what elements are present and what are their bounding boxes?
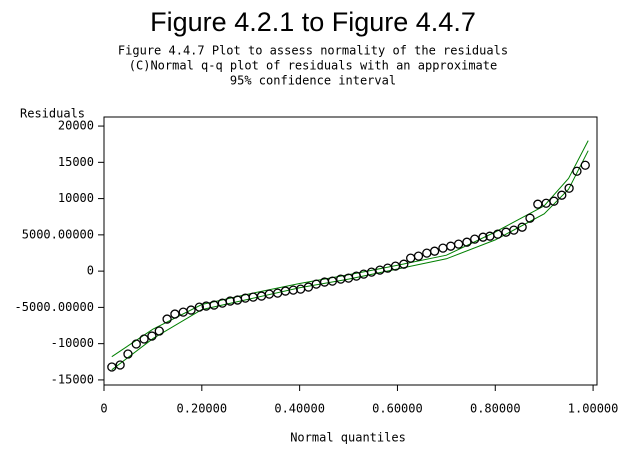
residual-point — [446, 241, 456, 251]
residual-point — [390, 261, 401, 271]
residual-point — [170, 309, 180, 319]
residual-point — [557, 190, 567, 200]
residual-point — [462, 237, 472, 247]
residual-point — [131, 339, 141, 349]
x-tick-label: 0.40000 — [274, 402, 325, 416]
residual-point — [470, 234, 480, 244]
residual-point — [240, 293, 250, 303]
y-tick-label: -10000 — [51, 336, 94, 350]
residual-point — [162, 314, 172, 324]
x-tick-label: 0.60000 — [372, 402, 423, 416]
residual-point — [154, 326, 164, 336]
residual-point — [413, 251, 424, 261]
residual-point — [399, 259, 409, 269]
confidence-curve — [111, 150, 589, 371]
residual-point — [533, 199, 543, 209]
residual-point — [509, 225, 519, 235]
residual-point — [147, 331, 157, 341]
y-tick-label: 20000 — [58, 119, 94, 133]
residual-point — [366, 267, 377, 277]
x-tick-label: 1.00000 — [568, 402, 619, 416]
y-tick-label: -5000.00000 — [15, 300, 94, 314]
residual-point — [429, 246, 440, 256]
residual-point — [422, 248, 432, 258]
y-tick-label: 10000 — [58, 191, 94, 205]
residual-point — [453, 239, 464, 249]
subtitle: (C)Normal q-q plot of residuals with an … — [129, 59, 497, 73]
residual-point — [359, 269, 369, 279]
plot-frame — [103, 116, 598, 386]
residual-point — [564, 183, 574, 193]
residual-point — [209, 300, 219, 310]
residual-point — [478, 232, 488, 242]
residual-point — [107, 362, 117, 372]
chart-title: Figure 4.2.1 to Figure 4.4.7 — [150, 7, 476, 37]
residual-point — [517, 222, 527, 232]
y-tick-label: 0 — [87, 264, 94, 278]
confidence-curve — [111, 140, 589, 358]
residual-point — [493, 229, 503, 239]
y-tick-label: 15000 — [58, 155, 94, 169]
y-axis-label: Residuals — [20, 107, 85, 121]
subtitle: Figure 4.4.7 Plot to assess normality of… — [118, 44, 508, 58]
residual-point — [123, 349, 133, 359]
residual-point — [580, 160, 590, 170]
x-tick-label: 0 — [100, 402, 107, 416]
residual-point — [327, 276, 338, 286]
x-tick-label: 0.80000 — [470, 402, 521, 416]
residual-point — [186, 305, 196, 315]
residual-point — [406, 253, 416, 263]
residual-point — [525, 213, 535, 223]
residual-point — [572, 166, 582, 176]
x-axis-label: Normal quantiles — [290, 431, 406, 445]
residual-point — [549, 196, 559, 206]
residual-point — [438, 243, 448, 253]
x-tick-label: 0.20000 — [177, 402, 228, 416]
subtitle: 95% confidence interval — [230, 74, 396, 88]
y-tick-label: -15000 — [51, 372, 94, 386]
residual-point — [303, 282, 314, 292]
residual-point — [311, 279, 321, 289]
y-tick-label: 5000.00000 — [22, 227, 94, 241]
residual-point — [139, 334, 149, 344]
residual-point — [194, 302, 205, 312]
residual-point — [115, 360, 125, 370]
